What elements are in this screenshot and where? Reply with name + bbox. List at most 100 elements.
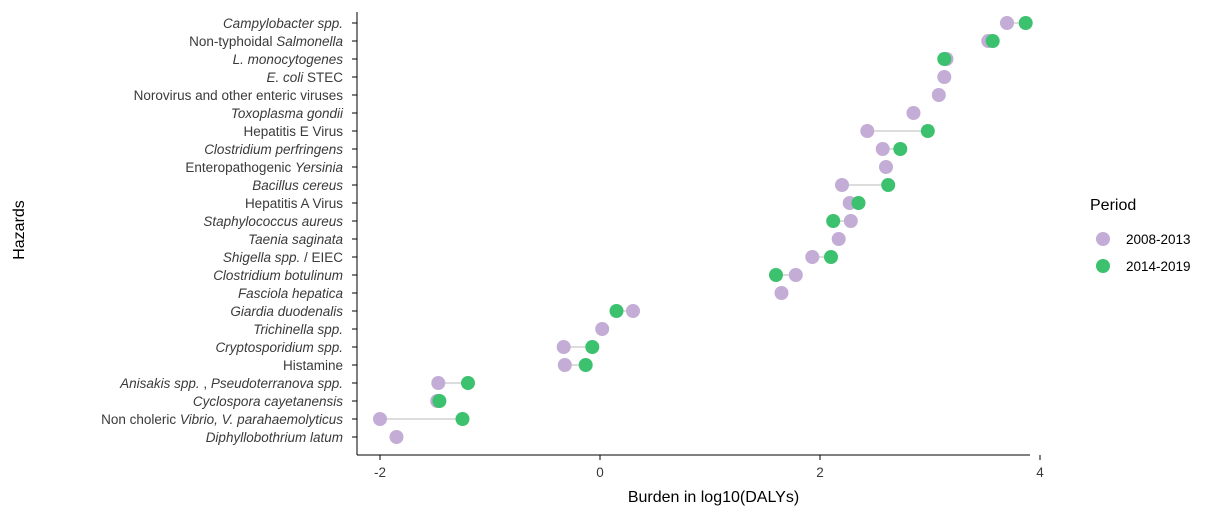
data-point xyxy=(875,142,890,156)
data-point xyxy=(893,142,908,156)
data-point xyxy=(461,376,475,390)
category-label: Trichinella spp. xyxy=(253,322,343,337)
data-point xyxy=(920,124,935,138)
category-label: Fasciola hepatica xyxy=(238,286,344,301)
category-label: L. monocytogenes xyxy=(233,52,344,67)
category-labels: Campylobacter spp. Non-typhoidal Salmonel… xyxy=(101,16,344,445)
data-point xyxy=(881,178,896,192)
category-label: Diphyllobothrium latum xyxy=(206,430,343,445)
x-tick-label: -2 xyxy=(374,465,386,480)
connector-lines xyxy=(380,22,1026,420)
category-label-part: Pseudoterranova spp. xyxy=(211,376,343,391)
category-label-part: Clostridium botulinum xyxy=(213,268,343,283)
legend-label: 2008-2013 xyxy=(1126,232,1191,247)
category-label-part: Shigella spp. xyxy=(223,250,300,265)
category-label: Toxoplasma gondii xyxy=(231,106,344,121)
category-label: Campylobacter spp. xyxy=(223,16,343,31)
data-point xyxy=(937,52,952,66)
category-label-part: Clostridium perfringens xyxy=(204,142,343,157)
data-point xyxy=(937,70,952,84)
data-point xyxy=(824,250,838,264)
x-tick-label: 0 xyxy=(596,465,604,480)
category-label: Enteropathogenic Yersinia xyxy=(185,160,343,175)
y-axis-title: Hazards xyxy=(11,200,28,260)
category-label: Clostridium botulinum xyxy=(213,268,343,283)
category-label-part: , xyxy=(200,376,211,391)
category-label: Anisakis spp. , Pseudoterranova spp. xyxy=(119,376,343,391)
category-label-part: Giardia duodenalis xyxy=(230,304,343,319)
data-point xyxy=(831,232,846,246)
category-label: Non-typhoidal Salmonella xyxy=(189,34,343,49)
data-point xyxy=(609,304,624,318)
category-label-part: Norovirus and other enteric viruses xyxy=(134,88,344,103)
data-point xyxy=(835,178,849,192)
category-label: Cryptosporidium spp. xyxy=(215,340,343,355)
category-label-part: Hepatitis A Virus xyxy=(245,196,343,211)
data-point xyxy=(826,214,841,228)
data-point xyxy=(879,160,893,174)
category-label: Bacillus cereus xyxy=(252,178,343,193)
data-point xyxy=(931,88,946,102)
category-label-part: L. monocytogenes xyxy=(233,52,344,67)
data-point xyxy=(556,340,571,354)
legend-label: 2014-2019 xyxy=(1126,259,1191,274)
category-label-part: Toxoplasma gondii xyxy=(231,106,344,121)
category-label-part: Enteropathogenic xyxy=(185,160,295,175)
category-label-part: Cyclospora cayetanensis xyxy=(193,394,343,409)
data-point xyxy=(774,286,789,300)
category-label: Giardia duodenalis xyxy=(230,304,343,319)
category-label-part: Cryptosporidium spp. xyxy=(215,340,343,355)
data-point xyxy=(557,358,572,372)
category-label-part: Anisakis spp. xyxy=(119,376,200,391)
category-label: Hepatitis E Virus xyxy=(243,124,343,139)
category-label-part: Hepatitis E Virus xyxy=(243,124,343,139)
category-label-part: / EIEC xyxy=(300,250,343,265)
category-label-part: Diphyllobothrium latum xyxy=(206,430,343,445)
data-point xyxy=(455,412,470,426)
data-point xyxy=(432,394,447,408)
category-label: Shigella spp. / EIEC xyxy=(223,250,343,265)
category-label: Staphylococcus aureus xyxy=(203,214,343,229)
category-label-part: Yersinia xyxy=(295,160,344,175)
category-label-part: Non-typhoidal xyxy=(189,34,276,49)
data-point xyxy=(851,196,866,210)
data-point xyxy=(585,340,600,354)
category-label-part: Trichinella spp. xyxy=(253,322,343,337)
category-label: Hepatitis A Virus xyxy=(245,196,343,211)
data-point xyxy=(1018,16,1033,30)
x-ticks: -2 0 2 4 xyxy=(374,455,1044,480)
data-point xyxy=(578,358,593,372)
category-label: E. coli STEC xyxy=(266,70,343,85)
data-point xyxy=(985,34,1000,48)
data-point xyxy=(805,250,820,264)
x-tick-label: 2 xyxy=(816,465,824,480)
legend: Period 2008-2013 2014-2019 xyxy=(1090,197,1191,274)
category-label: Cyclospora cayetanensis xyxy=(193,394,343,409)
data-point xyxy=(769,268,783,282)
data-point xyxy=(843,214,858,228)
x-tick-label: 4 xyxy=(1036,465,1044,480)
x-axis-title: Burden in log10(DALYs) xyxy=(628,489,799,506)
legend-swatch xyxy=(1096,259,1110,273)
category-label: Non choleric Vibrio, V. parahaemolyticus xyxy=(101,412,343,427)
legend-title: Period xyxy=(1090,197,1136,214)
data-point xyxy=(373,412,387,426)
data-point xyxy=(626,304,640,318)
category-label-part: Taenia saginata xyxy=(248,232,343,247)
category-label-part: Campylobacter spp. xyxy=(223,16,343,31)
category-label-part: Vibrio, V. parahaemolyticus xyxy=(180,412,343,427)
category-label: Clostridium perfringens xyxy=(204,142,343,157)
data-point xyxy=(1000,16,1014,30)
data-point xyxy=(906,106,921,120)
data-point xyxy=(595,322,610,336)
category-label-part: STEC xyxy=(303,70,343,85)
category-label-part: Bacillus cereus xyxy=(252,178,343,193)
data-point xyxy=(431,376,446,390)
category-label: Taenia saginata xyxy=(248,232,343,247)
category-label-part: Staphylococcus aureus xyxy=(203,214,343,229)
data-point xyxy=(860,124,875,138)
data-point xyxy=(389,430,404,444)
y-ticks xyxy=(352,22,357,438)
data-points xyxy=(373,16,1033,444)
